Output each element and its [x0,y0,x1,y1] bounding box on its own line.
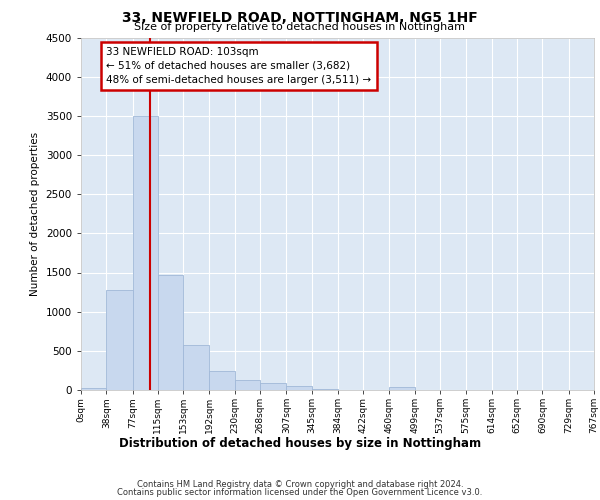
Text: Contains public sector information licensed under the Open Government Licence v3: Contains public sector information licen… [118,488,482,497]
Bar [260,383,286,390]
Text: Contains HM Land Registry data © Crown copyright and database right 2024.: Contains HM Land Registry data © Crown c… [137,480,463,489]
Text: 33, NEWFIELD ROAD, NOTTINGHAM, NG5 1HF: 33, NEWFIELD ROAD, NOTTINGHAM, NG5 1HF [122,12,478,26]
Bar [209,371,235,390]
Bar [389,386,415,390]
Bar [184,345,209,390]
Bar [106,290,133,390]
Text: Distribution of detached houses by size in Nottingham: Distribution of detached houses by size … [119,438,481,450]
Bar [158,275,184,390]
Bar [133,116,158,390]
Text: 33 NEWFIELD ROAD: 103sqm
← 51% of detached houses are smaller (3,682)
48% of sem: 33 NEWFIELD ROAD: 103sqm ← 51% of detach… [106,47,371,85]
Bar [286,386,312,390]
Text: Size of property relative to detached houses in Nottingham: Size of property relative to detached ho… [134,22,466,32]
Y-axis label: Number of detached properties: Number of detached properties [30,132,40,296]
Bar [312,389,338,390]
Bar [235,380,260,390]
Bar [81,388,106,390]
